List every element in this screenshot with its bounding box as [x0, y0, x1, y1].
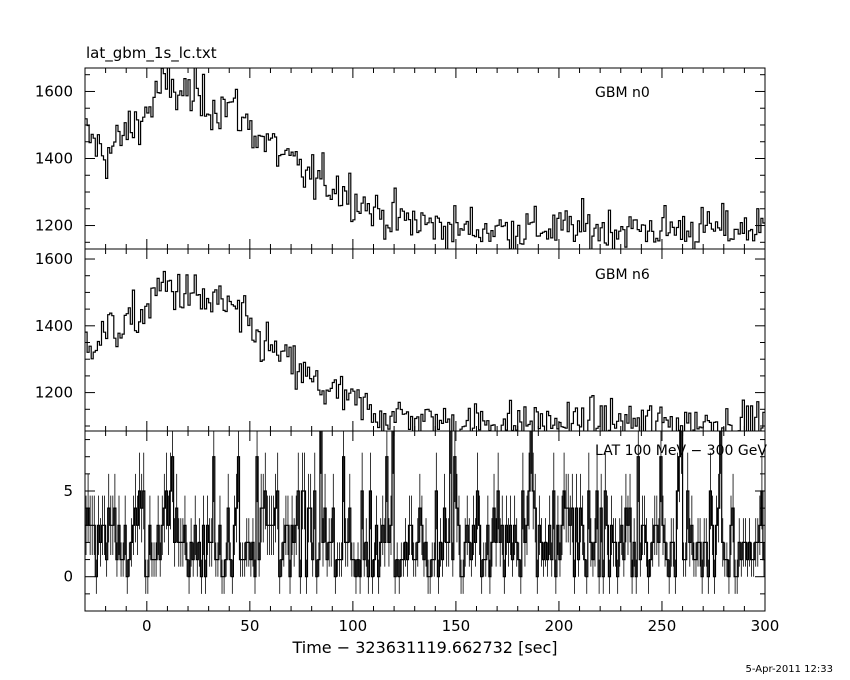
- series-line: [85, 270, 765, 431]
- x-tick-label: 0: [142, 617, 152, 635]
- series-line: [85, 431, 765, 578]
- y-tick-label: 1400: [35, 317, 73, 335]
- x-tick-label: 150: [442, 617, 471, 635]
- y-tick-label: 1600: [35, 250, 73, 268]
- y-tick-label: 0: [63, 568, 73, 586]
- x-tick-label: 100: [339, 617, 368, 635]
- x-tick-label: 250: [648, 617, 677, 635]
- x-tick-label: 50: [240, 617, 259, 635]
- y-tick-label: 1400: [35, 150, 73, 168]
- series-label: GBM n6: [595, 267, 650, 283]
- panel-frame: [84, 430, 766, 612]
- y-tick-label: 1200: [35, 217, 73, 235]
- series-label: GBM n0: [595, 85, 650, 101]
- y-tick-label: 1600: [35, 82, 73, 100]
- y-tick-label: 5: [63, 482, 73, 500]
- plot-title: lat_gbm_1s_lc.txt: [86, 44, 217, 62]
- x-tick-label: 200: [545, 617, 574, 635]
- y-tick-label: 1200: [35, 384, 73, 402]
- timestamp: 5-Apr-2011 12:33: [745, 664, 833, 675]
- series-line: [85, 68, 765, 249]
- x-axis-label: Time − 323631119.662732 [sec]: [292, 638, 558, 657]
- panel-frame: [84, 248, 766, 432]
- x-tick-label: 300: [751, 617, 780, 635]
